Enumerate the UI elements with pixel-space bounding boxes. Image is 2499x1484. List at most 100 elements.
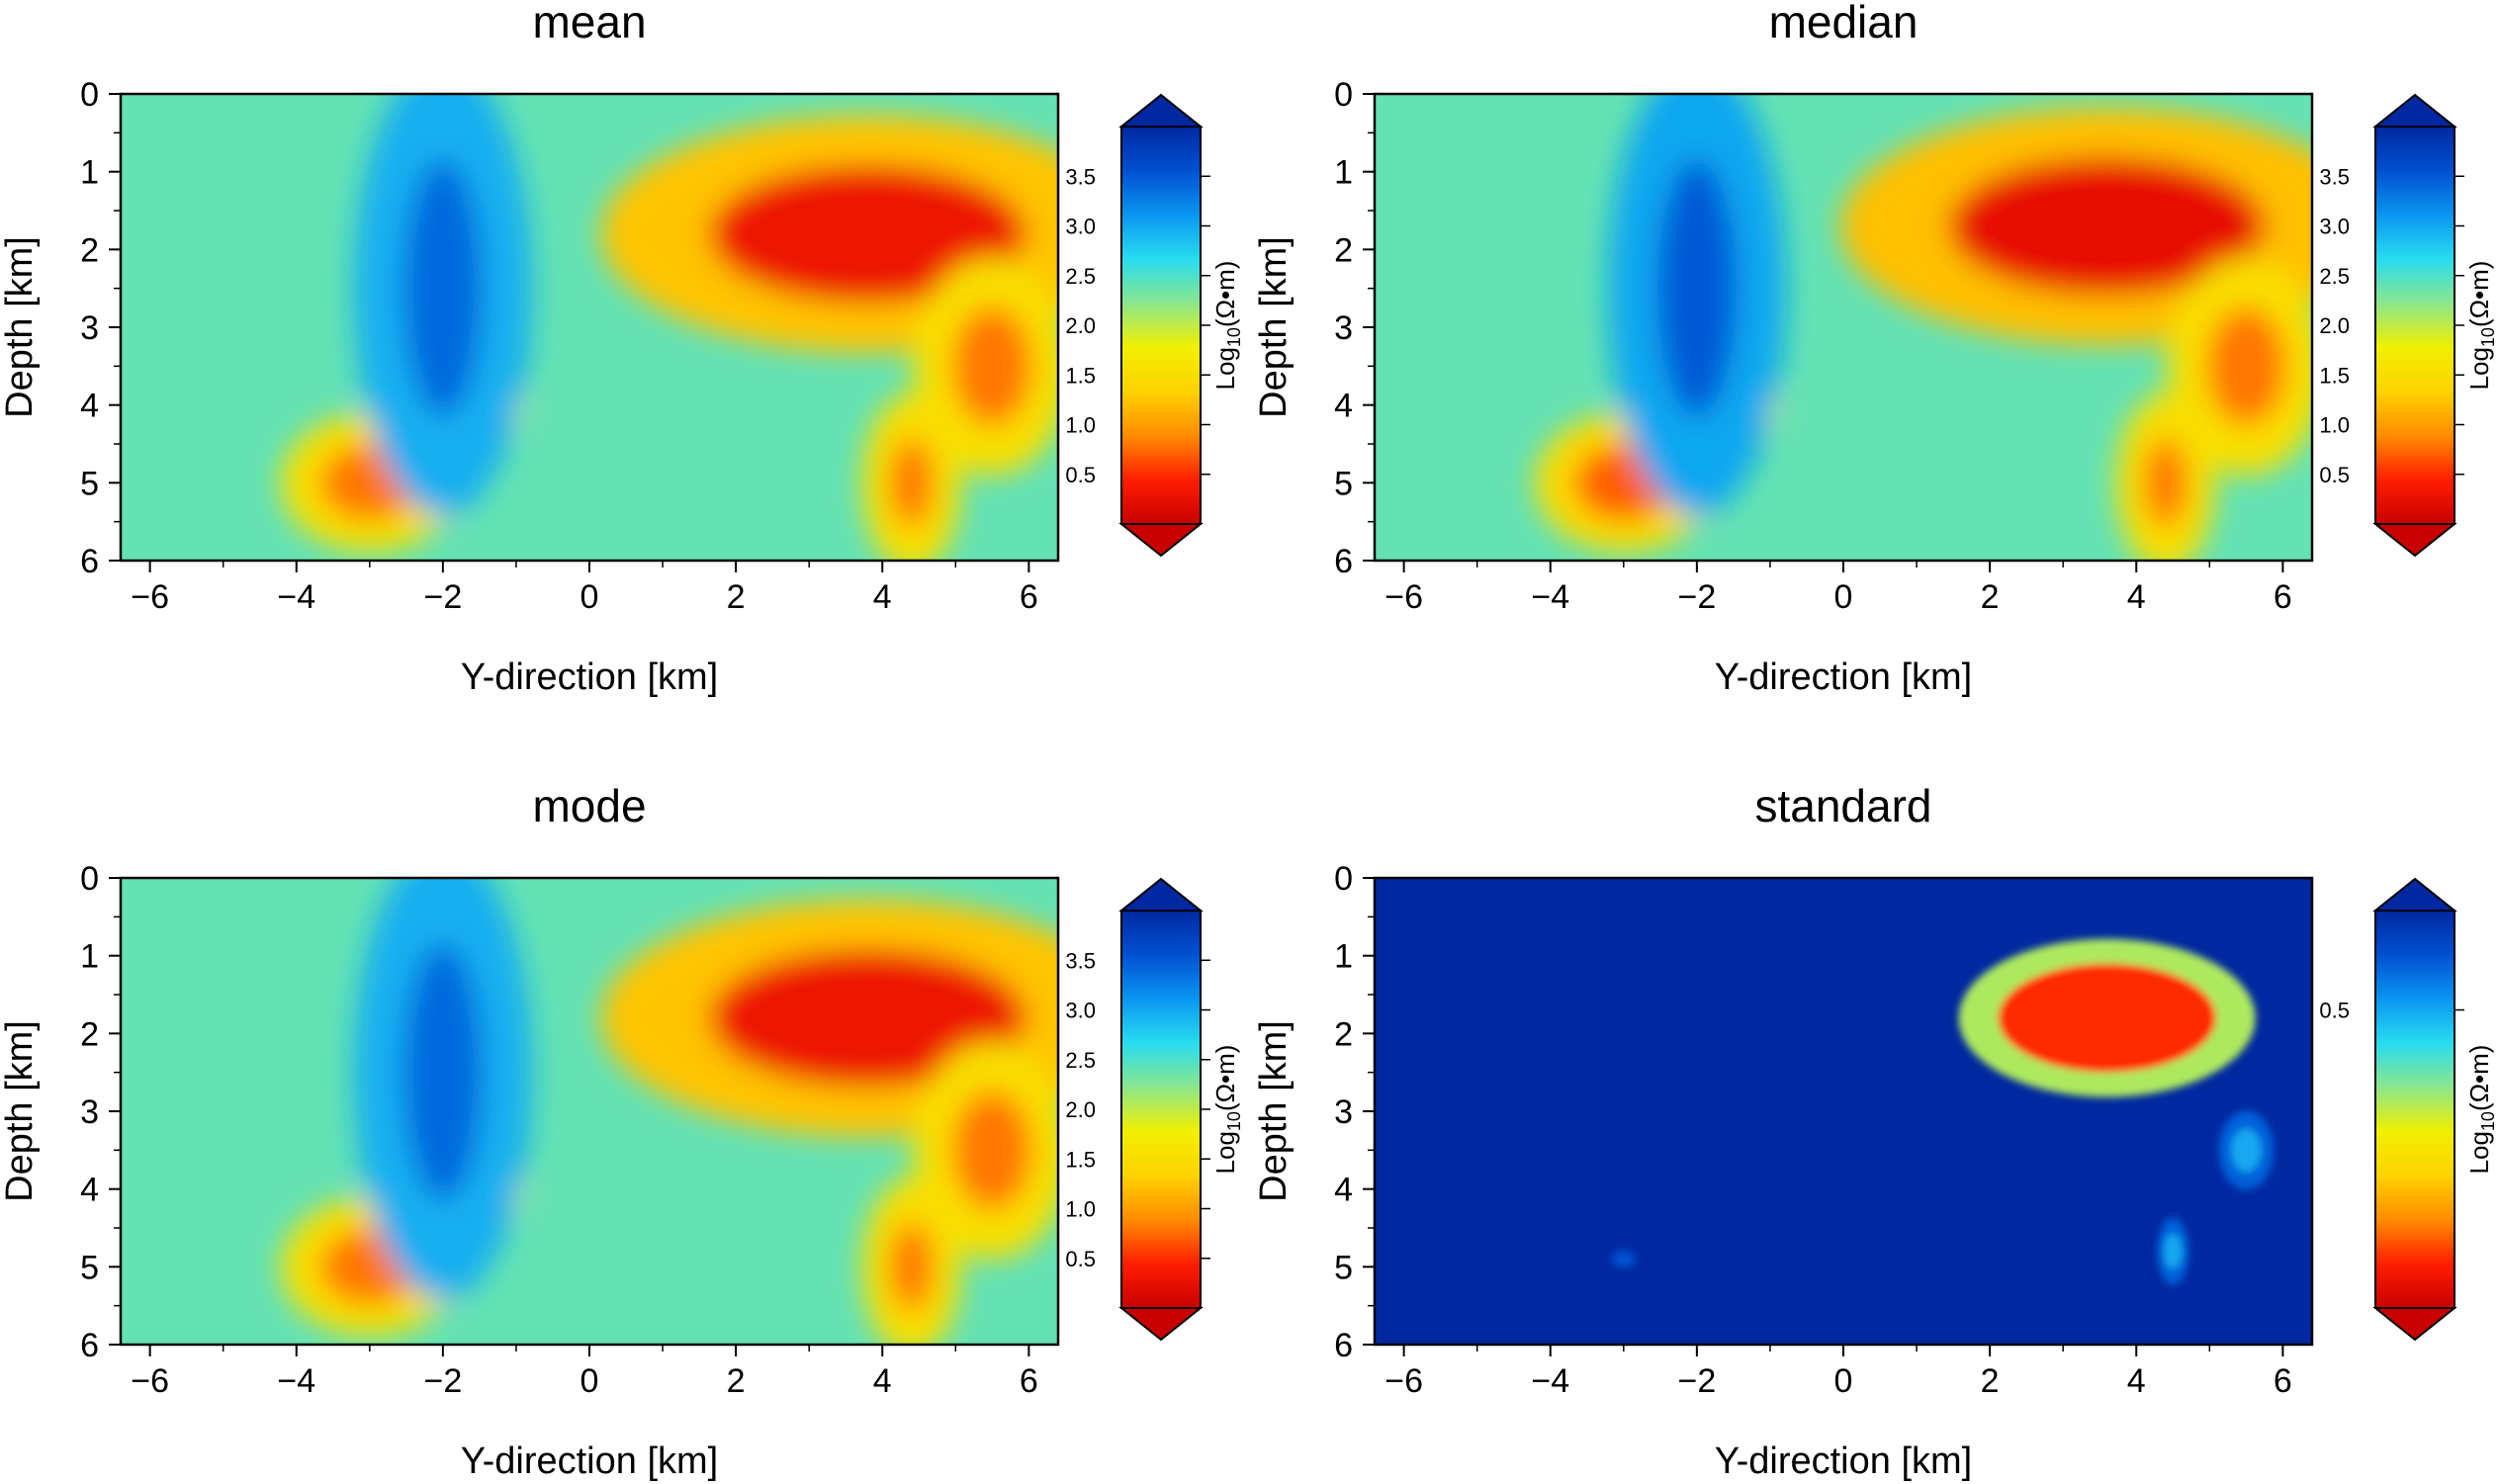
y-tick-label: 6 — [80, 1327, 99, 1364]
x-tick-label: 4 — [873, 1362, 892, 1400]
colorbar-tick-label: 1.0 — [2319, 413, 2350, 438]
x-tick-label: −4 — [1531, 578, 1569, 616]
x-tick-label: −2 — [1677, 1362, 1716, 1400]
colorbar-extend-max — [1118, 877, 1204, 912]
y-tick-label: 1 — [1334, 938, 1353, 976]
panel-mode: mode −6 −4 −2 0 2 4 6 0 1 2 3 4 5 6 Y-direction [km] Dep… — [0, 780, 1244, 1482]
anomaly-conductor-foot — [889, 1222, 934, 1312]
colorbar-tick-label: 2.0 — [1065, 1097, 1096, 1122]
colorbar-tick-label: 1.0 — [1065, 1197, 1096, 1222]
colorbar-tick-label: 1.5 — [1065, 1147, 1096, 1172]
y-tick-label: 4 — [1334, 1172, 1353, 1209]
y-tick-label: 6 — [1334, 543, 1353, 580]
x-tick-label: 6 — [2274, 578, 2292, 616]
y-tick-label: 0 — [1334, 860, 1353, 898]
anomaly-conductor-top — [709, 948, 1026, 1088]
heatmap — [121, 94, 1058, 561]
x-tick-label: 0 — [580, 578, 599, 616]
y-tick-label: 3 — [1334, 309, 1353, 347]
colorbar-tick-label: 2.0 — [2319, 313, 2350, 338]
x-tick-label: 6 — [1020, 1362, 1038, 1400]
x-tick-label: 2 — [1981, 578, 2000, 616]
colorbar-tick-label: 0.5 — [2319, 999, 2350, 1023]
colorbar-tick-label: 2.5 — [1065, 1048, 1096, 1073]
anomaly-resistor — [402, 943, 483, 1201]
heatmap — [1375, 94, 2312, 561]
colorbar-tick-label: 1.5 — [2319, 363, 2350, 388]
y-tick-label: 2 — [1334, 1015, 1353, 1053]
x-tick-label: −4 — [277, 578, 315, 616]
colorbar-tick-label: 1.5 — [1065, 363, 1096, 388]
y-tick-label: 1 — [80, 938, 99, 976]
x-tick-label: −6 — [1384, 578, 1423, 616]
x-tick-label: 4 — [873, 578, 892, 616]
colorbar-extend-max — [2372, 877, 2457, 912]
colorbar-tick-label: 0.5 — [2319, 463, 2350, 487]
colorbar-tick-label: 3.5 — [1065, 948, 1096, 973]
heatmap — [1375, 878, 2312, 1345]
y-tick-label: 2 — [80, 231, 99, 269]
anomaly-uncertainty-top — [1998, 963, 2216, 1073]
colorbar-extend-min — [2372, 523, 2457, 558]
x-tick-label: −6 — [131, 578, 169, 616]
colorbar — [1120, 910, 1202, 1309]
y-tick-label: 4 — [80, 1172, 99, 1209]
colorbar-tick-label: 3.0 — [1065, 999, 1096, 1023]
x-tick-label: 2 — [1981, 1362, 2000, 1400]
panel-title: standard — [1754, 780, 1931, 831]
x-tick-label: −4 — [277, 1362, 315, 1400]
y-tick-label: 2 — [1334, 231, 1353, 269]
colorbar-label: Log10(Ω•m) — [1210, 261, 1244, 391]
y-axis-label: Depth [km] — [0, 1020, 41, 1202]
x-tick-label: −4 — [1531, 1362, 1569, 1400]
colorbar-extend-min — [1118, 523, 1204, 558]
y-tick-label: 5 — [1334, 1249, 1353, 1286]
x-tick-label: 0 — [1834, 1362, 1853, 1400]
y-tick-label: 5 — [80, 1249, 99, 1286]
colorbar-label: Log10(Ω•m) — [2464, 261, 2498, 391]
anomaly-conductor-lobe — [952, 306, 1032, 426]
anomaly-resistor — [402, 159, 483, 417]
colorbar-tick-label: 3.5 — [2319, 164, 2350, 189]
x-tick-label: 4 — [2127, 1362, 2146, 1400]
x-axis-label: Y-direction [km] — [461, 1440, 718, 1482]
anomaly-resistor — [1656, 159, 1737, 417]
x-tick-label: 0 — [1834, 578, 1853, 616]
panel-median: median −6 −4 −2 0 2 4 6 0 1 2 3 4 5 6 Y-direction [km] D… — [1253, 0, 2498, 698]
colorbar-tick-label: 0.5 — [1065, 1247, 1096, 1271]
y-tick-label: 3 — [1334, 1093, 1353, 1131]
x-tick-label: 0 — [580, 1362, 599, 1400]
colorbar — [2374, 126, 2455, 525]
colorbar-tick-label: 3.0 — [2319, 215, 2350, 239]
anomaly-conductor-foot — [2143, 438, 2187, 528]
colorbar-label: Log10(Ω•m) — [1210, 1045, 1244, 1175]
y-tick-label: 4 — [1334, 388, 1353, 425]
x-tick-label: 2 — [727, 1362, 746, 1400]
anomaly-conductor-top — [709, 164, 1026, 304]
colorbar-tick-label: 2.0 — [1065, 313, 1096, 338]
colorbar-extend-max — [1118, 93, 1204, 128]
x-tick-label: −2 — [423, 1362, 462, 1400]
anomaly-conductor-foot — [889, 438, 934, 528]
y-tick-label: 3 — [80, 309, 99, 347]
y-tick-label: 5 — [80, 465, 99, 502]
colorbar-extend-min — [1118, 1307, 1204, 1342]
x-tick-label: −2 — [423, 578, 462, 616]
x-tick-label: 2 — [727, 578, 746, 616]
y-tick-label: 3 — [80, 1093, 99, 1131]
y-axis-label: Depth [km] — [1253, 1020, 1294, 1202]
x-tick-label: −6 — [131, 1362, 169, 1400]
anomaly-uncertainty-lobe — [2231, 1128, 2262, 1173]
y-tick-label: 5 — [1334, 465, 1353, 502]
y-axis-label: Depth [km] — [1253, 236, 1294, 418]
x-axis-label: Y-direction [km] — [461, 656, 718, 698]
y-tick-label: 2 — [80, 1015, 99, 1053]
colorbar-tick-label: 3.5 — [1065, 164, 1096, 189]
colorbar-tick-label: 2.5 — [1065, 264, 1096, 289]
panel-title: mode — [532, 780, 646, 831]
panel-title: median — [1769, 0, 1919, 47]
colorbar-tick-label: 1.0 — [1065, 413, 1096, 438]
colorbar — [2374, 910, 2455, 1309]
colorbar-extend-min — [2372, 1307, 2457, 1342]
